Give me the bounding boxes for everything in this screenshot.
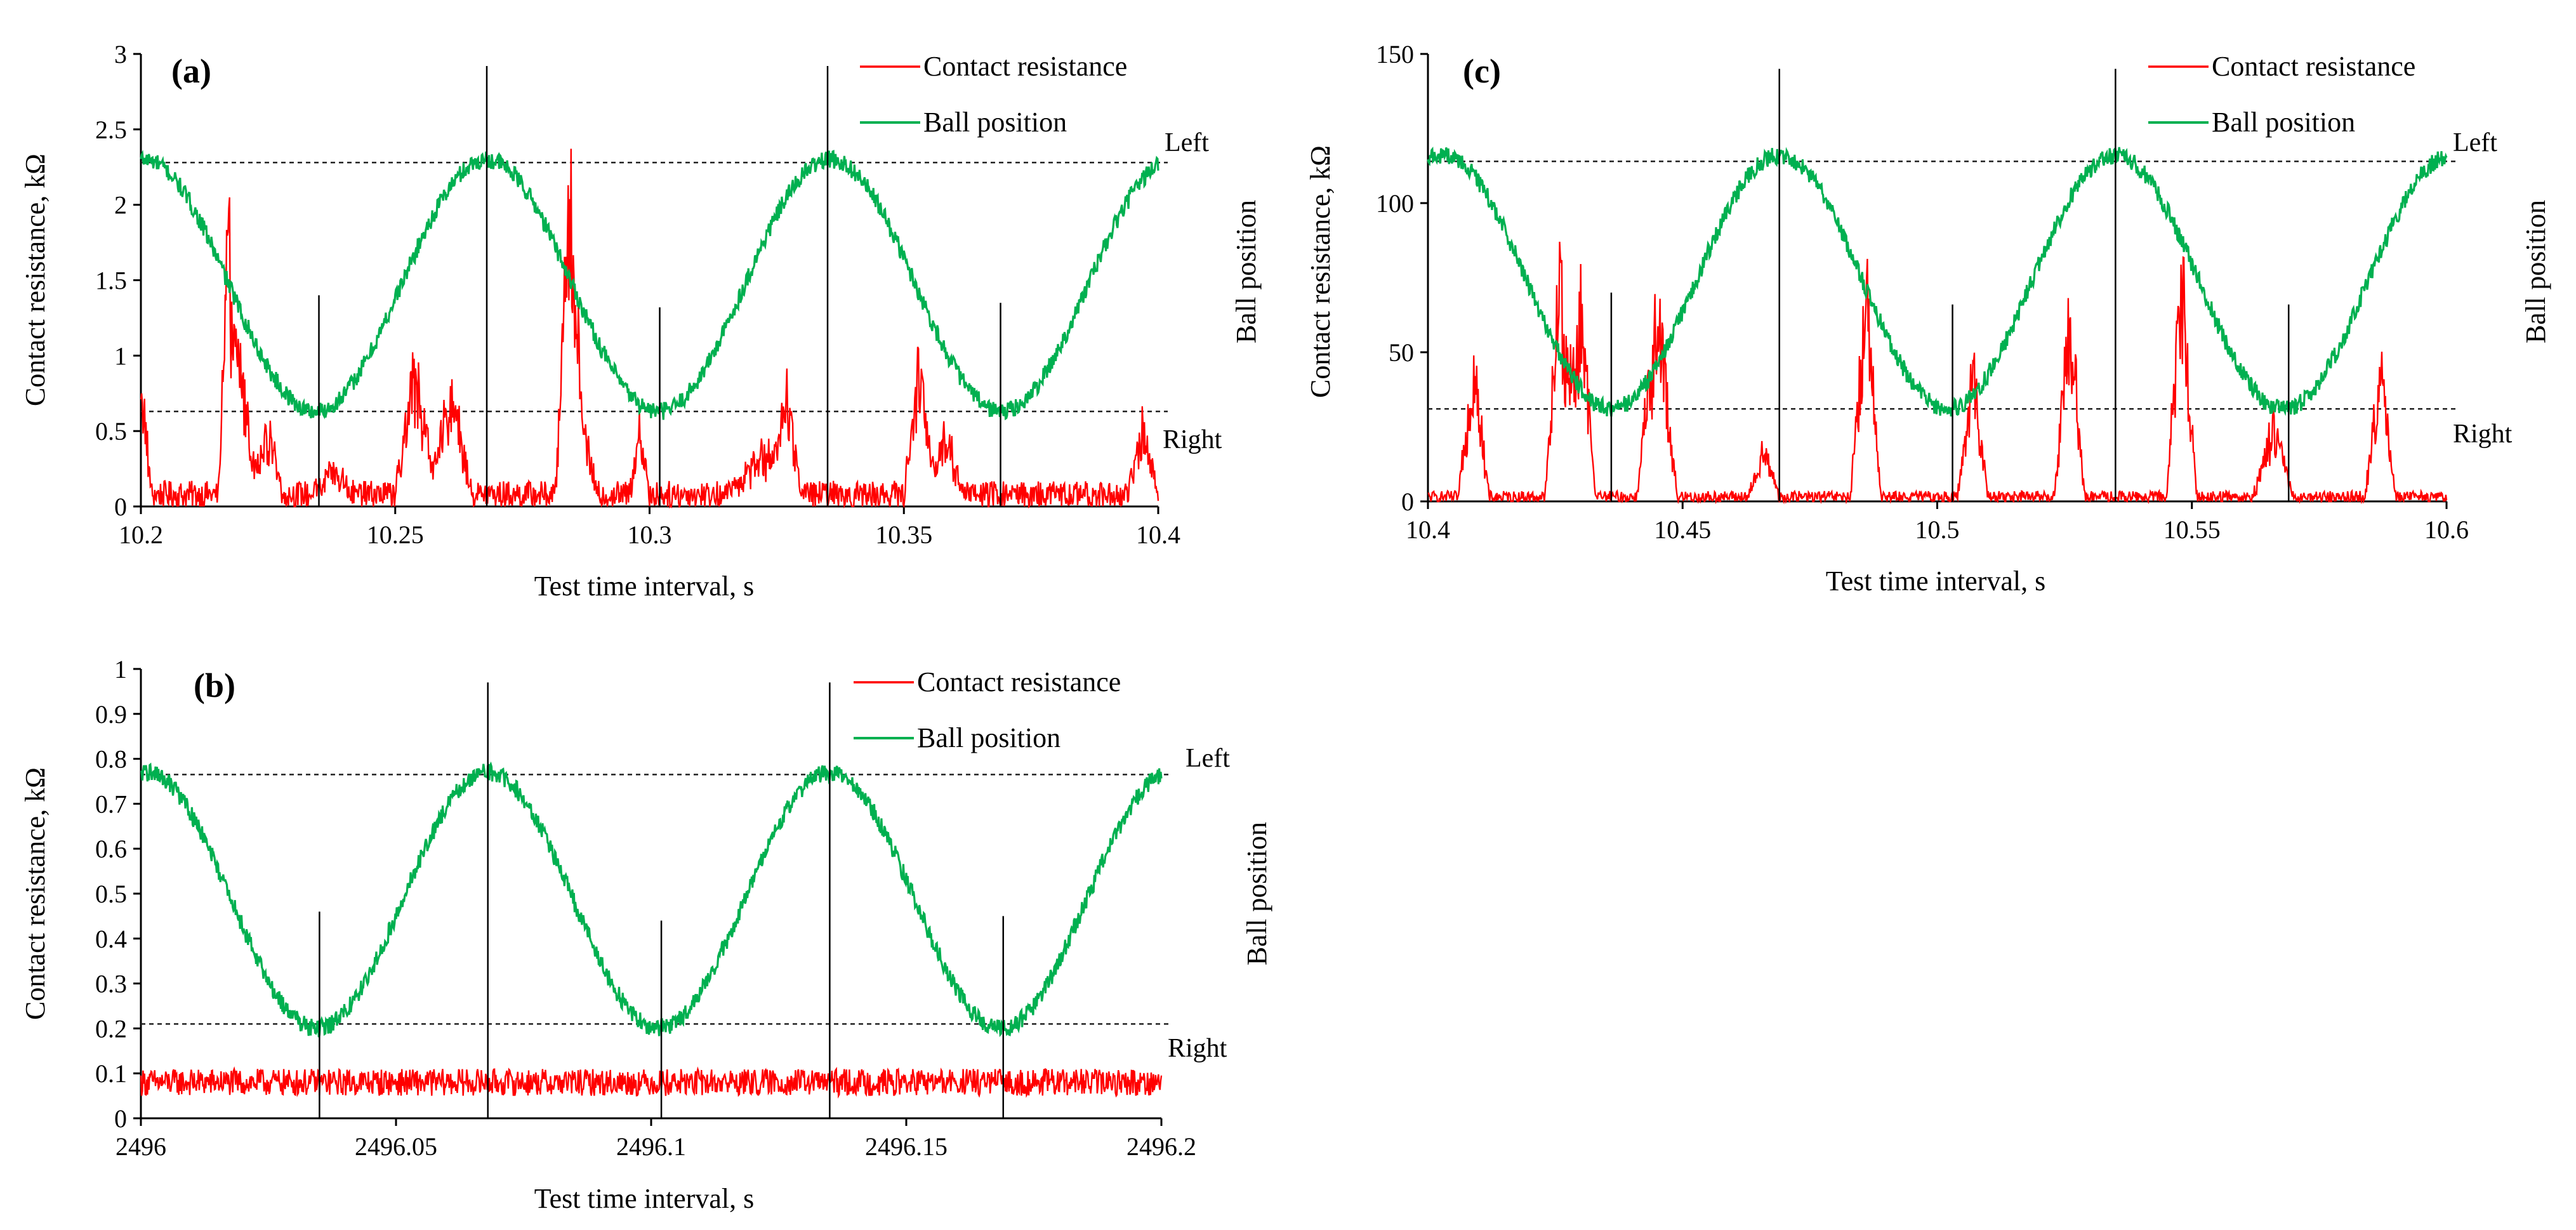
y-tick-label: 3	[114, 40, 127, 69]
right-axis-title: Ball position	[1231, 200, 1262, 343]
legend-label-contact-resistance: Contact resistance	[2212, 51, 2415, 82]
legend-label-contact-resistance: Contact resistance	[923, 51, 1127, 82]
x-tick-label: 10.4	[1136, 520, 1180, 549]
right-axis-title: Ball position	[1241, 822, 1272, 965]
y-tick-label: 0.1	[95, 1059, 127, 1088]
ref-label-right: Right	[2453, 420, 2513, 449]
y-tick-label: 0.7	[95, 790, 127, 818]
y-tick-label: 0	[114, 1104, 127, 1133]
y-tick-label: 0.8	[95, 745, 127, 774]
y-tick-label: 0.2	[95, 1014, 127, 1043]
x-tick-label: 10.6	[2424, 515, 2469, 544]
legend-label-ball-position: Ball position	[2212, 107, 2355, 138]
legend-label-ball-position: Ball position	[923, 107, 1067, 138]
y-tick-label: 2	[114, 191, 127, 220]
y-tick-label: 1	[114, 655, 127, 684]
x-tick-label: 2496.1	[616, 1132, 686, 1161]
series-contact-resistance	[140, 1066, 1163, 1099]
legend-label-ball-position: Ball position	[917, 722, 1060, 753]
x-axis-title: Test time interval, s	[534, 571, 754, 602]
x-tick-label: 2496	[116, 1132, 166, 1161]
series-contact-resistance	[1427, 241, 2448, 505]
y-axis-title: Contact resistance, kΩ	[1305, 145, 1336, 398]
y-tick-label: 0.6	[95, 835, 127, 863]
x-tick-label: 10.45	[1654, 515, 1711, 544]
y-axis-title: Contact resistance, kΩ	[20, 154, 51, 406]
x-tick-label: 10.3	[628, 520, 672, 549]
x-tick-label: 10.5	[1915, 515, 1960, 544]
y-tick-label: 0	[114, 493, 127, 521]
series-ball-position	[1427, 147, 2448, 417]
x-tick-label: 10.25	[367, 520, 424, 549]
x-tick-label: 2496.15	[865, 1132, 948, 1161]
x-axis-title: Test time interval, s	[534, 1183, 754, 1214]
series-ball-position	[140, 149, 1159, 421]
x-tick-label: 10.2	[119, 520, 163, 549]
legend-label-contact-resistance: Contact resistance	[917, 666, 1121, 698]
chart-panel-1: 0 0.5 1 1.5 2 2.5 3 10.2 10.25 10.3 10.35 10.4 Test …	[20, 40, 1262, 602]
series-ball-position	[140, 761, 1163, 1038]
y-tick-label: 0.9	[95, 700, 127, 729]
y-tick-label: 1	[114, 341, 127, 370]
panel-label: (a)	[171, 52, 211, 90]
y-tick-label: 1.5	[95, 267, 127, 295]
panel-label: (b)	[194, 666, 235, 704]
x-tick-label: 2496.2	[1126, 1132, 1196, 1161]
ref-label-left: Left	[1165, 128, 1209, 157]
y-tick-label: 0.4	[95, 925, 127, 953]
x-tick-label: 10.55	[2163, 515, 2221, 544]
right-axis-title: Ball position	[2520, 200, 2551, 343]
x-tick-label: 10.35	[875, 520, 932, 549]
ref-label-left: Left	[2453, 128, 2497, 157]
panel-label: (c)	[1463, 52, 1501, 90]
y-tick-label: 0.5	[95, 880, 127, 908]
y-tick-label: 150	[1376, 40, 1414, 69]
chart-panel-2: 0 0.1 0.2 0.3 0.4 0.5 0.6 0.7 0.8 0.9 1 2496 2496.05…	[20, 655, 1272, 1214]
chart-panel-3: 0 50 100 150 10.4 10.45 10.5 10.55 10.6 Test time…	[1305, 40, 2551, 597]
x-tick-label: 2496.05	[355, 1132, 437, 1161]
ref-label-right: Right	[1168, 1034, 1227, 1063]
ref-label-left: Left	[1186, 744, 1230, 773]
series-contact-resistance	[140, 149, 1159, 509]
y-tick-label: 100	[1376, 189, 1414, 218]
x-tick-label: 10.4	[1406, 515, 1450, 544]
y-axis-title: Contact resistance, kΩ	[20, 767, 51, 1020]
y-tick-label: 0	[1401, 487, 1414, 516]
y-tick-label: 50	[1389, 338, 1414, 367]
ref-label-right: Right	[1163, 425, 1222, 454]
y-tick-label: 2.5	[95, 116, 127, 144]
x-axis-title: Test time interval, s	[1826, 565, 2045, 597]
y-tick-label: 0.3	[95, 970, 127, 998]
y-tick-label: 0.5	[95, 417, 127, 446]
